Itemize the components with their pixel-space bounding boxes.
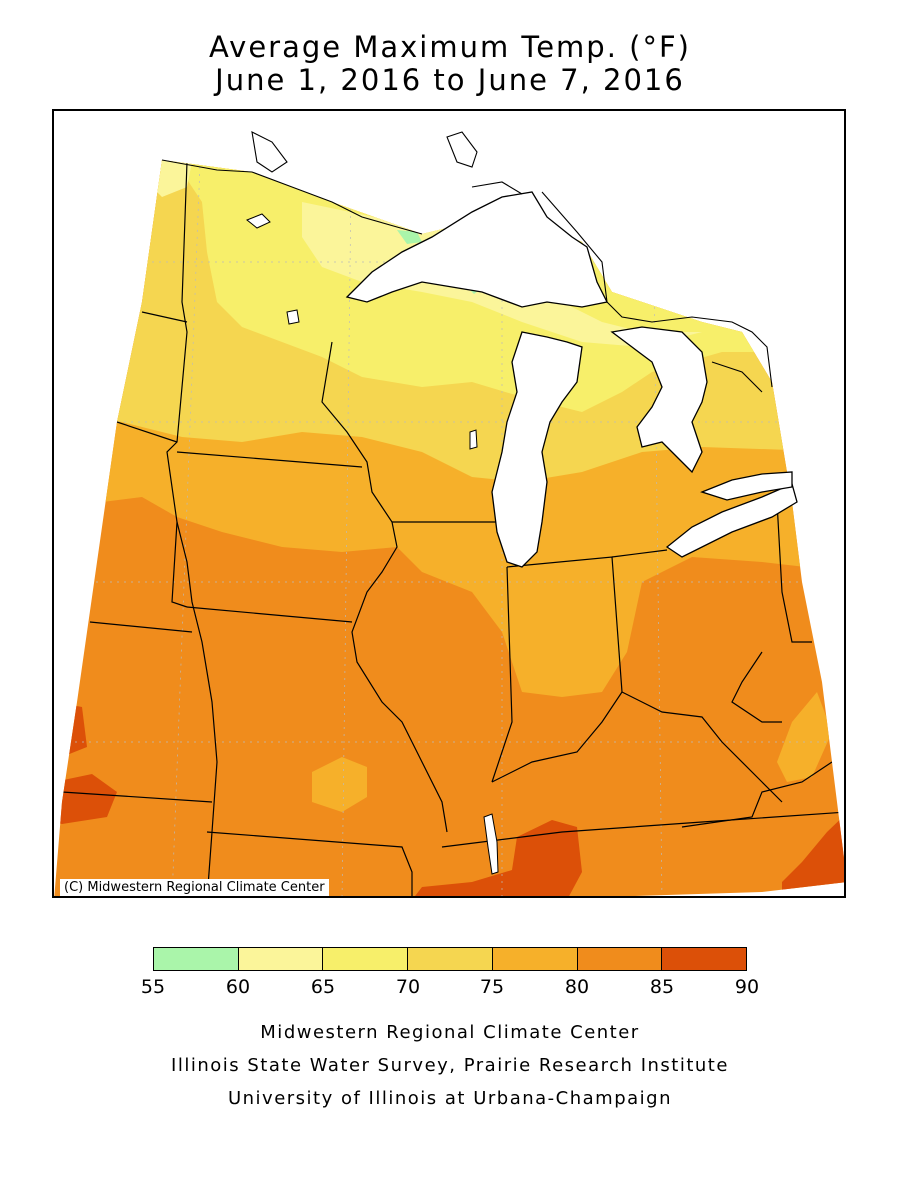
legend-tick: 75	[479, 976, 505, 998]
band-55-60	[397, 230, 422, 244]
legend-tick: 60	[225, 976, 251, 998]
legend-swatch-70-75	[408, 948, 493, 970]
credit-line: Midwestern Regional Climate Center	[260, 1022, 640, 1043]
legend-tick: 55	[140, 976, 166, 998]
lake-huron	[610, 326, 708, 474]
legend-swatch-55-60	[154, 948, 239, 970]
legend-tick: 85	[649, 976, 675, 998]
credit-line: University of Illinois at Urbana-Champai…	[227, 1088, 673, 1109]
lake-st-clair	[700, 471, 793, 501]
legend-tick: 80	[564, 976, 590, 998]
legend-tick: 90	[734, 976, 760, 998]
credit-line: Illinois State Water Survey, Prairie Res…	[171, 1055, 729, 1076]
temperature-map	[52, 109, 846, 898]
great-lakes	[345, 191, 798, 568]
legend-tick: 70	[395, 976, 421, 998]
legend-tick: 65	[310, 976, 336, 998]
map-title-line2: June 1, 2016 to June 7, 2016	[215, 63, 685, 97]
lake-michigan	[491, 331, 583, 568]
lake-erie	[665, 483, 798, 558]
band-85-90	[54, 702, 87, 757]
legend-swatch-60-65	[238, 948, 324, 970]
legend-swatch-80-85	[577, 948, 663, 970]
legend-swatch-75-80	[492, 948, 578, 970]
legend-swatch-85-90	[662, 948, 747, 970]
color-legend	[153, 947, 747, 971]
map-copyright: (C) Midwestern Regional Climate Center	[60, 879, 329, 896]
legend-swatch-65-70	[323, 948, 409, 970]
map-title-line1: Average Maximum Temp. (°F)	[209, 30, 691, 64]
lake-superior	[345, 191, 608, 308]
